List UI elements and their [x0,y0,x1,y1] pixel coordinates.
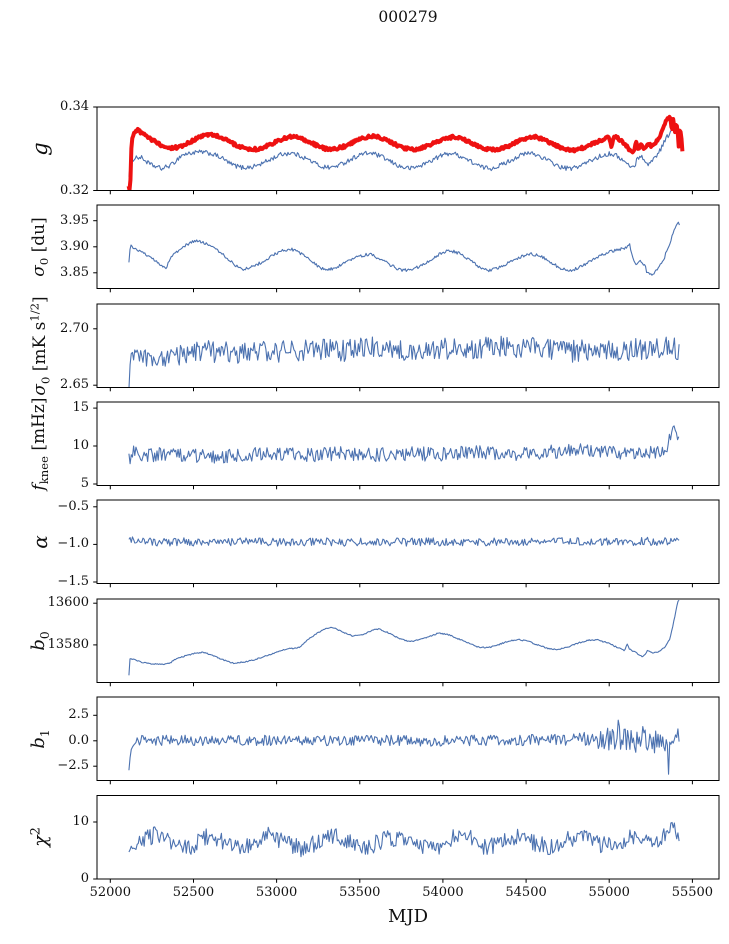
y-tick-label: 2.5 [68,707,89,723]
y-tick-label: 0.0 [68,732,89,748]
tick-marks [93,328,693,392]
y-tick-label: 2.70 [60,320,89,336]
x-tick-label: 54000 [422,885,464,900]
series-g-fit [126,114,685,191]
y-axis-label-sigma0-mK: σ0 [mK s1/2] [27,296,53,396]
panel-border [96,401,720,486]
y-axis-label-g: g [28,142,52,156]
y-axis-label-alpha: α [28,534,52,549]
y-axis-label-chi2: χ2 [28,827,52,848]
y-tick-label: −0.5 [57,498,89,514]
y-axis-label-sigma0-du: σ0 [du] [28,217,52,277]
tick-marks [93,821,693,883]
y-axis-label-b0: b0 [28,631,52,651]
series-fknee [128,425,680,465]
panel-fknee [93,401,720,490]
panel-sigma0-mK [93,303,720,392]
x-tick-label: 53000 [255,885,298,900]
y-tick-label: 15 [72,400,89,416]
y-tick-label: 13600 [47,595,89,611]
y-tick-label: 13580 [47,636,89,652]
tick-marks [93,506,693,588]
y-tick-label: 3.90 [60,238,89,254]
y-axis-label-fknee: fknee [mHz] [28,397,52,491]
y-tick-label: 0 [80,871,89,886]
x-tick-label: 52500 [172,885,215,900]
y-tick-label: 0.32 [60,182,89,198]
panel-alpha [93,499,720,588]
y-tick-label: 3.85 [60,264,89,280]
tick-marks [93,602,693,687]
x-tick-label: 55000 [588,885,630,900]
panel-border [96,696,720,781]
x-tick-label: 54500 [505,885,547,900]
y-tick-label: 0.34 [60,99,89,114]
series-sigma0-du [128,221,680,276]
y-tick-label: 10 [72,438,89,454]
tick-marks [93,106,693,195]
series-alpha [128,536,680,547]
panel-sigma0-du [93,204,720,293]
panel-g [93,106,720,195]
panel-border [96,303,720,388]
chart-title: 000279 [378,8,438,26]
series-g-raw [128,127,677,177]
panel-b0 [93,598,720,687]
x-axis-label: MJD [387,906,429,927]
y-tick-label: −1.5 [57,573,89,589]
x-tick-label: 53500 [339,885,381,900]
panel-border [96,795,720,880]
y-axis-label-b1: b1 [28,729,52,749]
tick-marks [93,714,693,785]
panel-border [96,106,720,191]
panel-border [96,499,720,584]
y-tick-label: −1.0 [57,536,89,552]
y-tick-label: 3.95 [60,212,89,228]
y-tick-label: 5 [80,475,89,491]
series-chi2 [128,821,680,858]
series-b1 [128,719,680,775]
y-tick-label: 10 [72,814,89,829]
panel-border [96,204,720,289]
tick-marks [93,407,693,490]
series-b0 [128,599,680,676]
y-tick-label: 2.65 [60,377,89,393]
x-tick-label: 55500 [671,885,714,900]
panel-border [96,598,720,683]
panel-chi2 [93,795,720,883]
tick-marks [93,220,693,293]
series-sigma0-mK [128,335,680,388]
x-tick-label: 52000 [89,885,131,900]
y-tick-label: −2.5 [57,758,89,774]
panel-b1 [93,696,720,785]
